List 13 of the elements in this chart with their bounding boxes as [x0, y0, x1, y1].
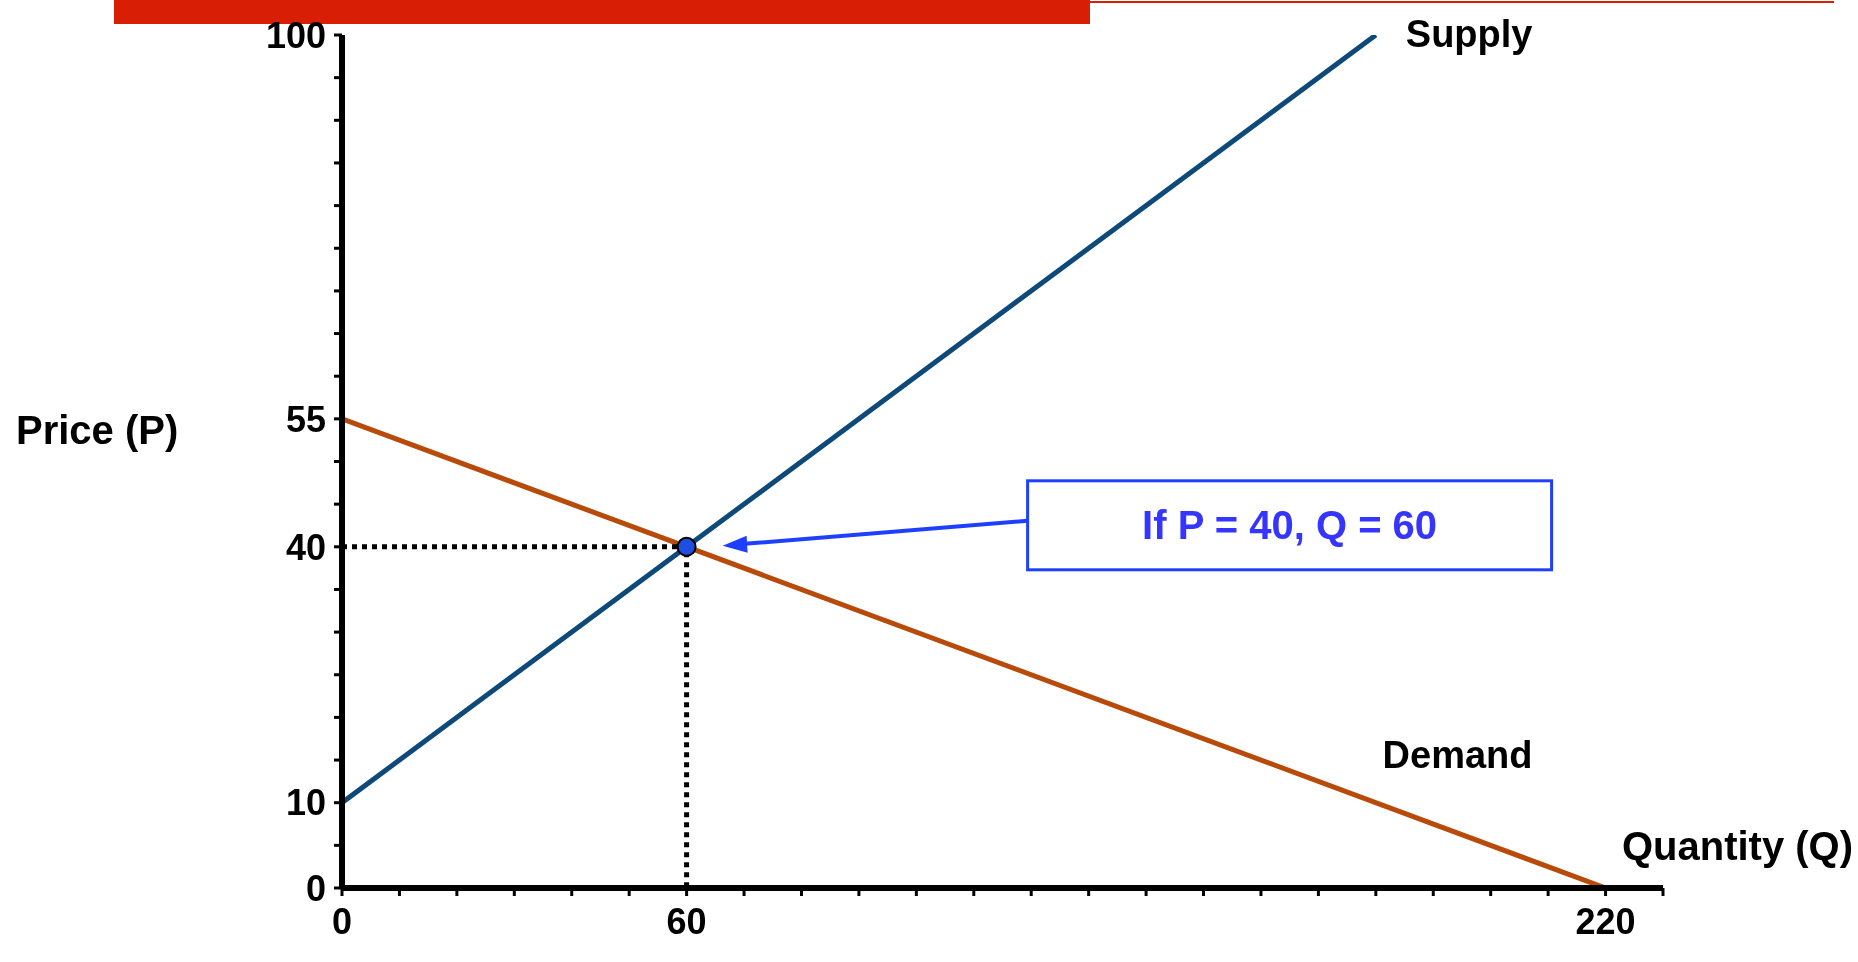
x-axis-title: Quantity (Q) [1621, 824, 1853, 868]
annotation: If P = 40, Q = 60 [1142, 502, 1438, 547]
y-axis-title: Price (P) [16, 408, 179, 453]
y-tick-label: 10 [285, 782, 326, 824]
y-tick-label: 55 [285, 398, 326, 440]
y-tick-label: 40 [285, 526, 326, 568]
x-tick-label: 220 [1575, 900, 1636, 942]
y-tick-label: 0 [305, 867, 326, 909]
x-tick-label: 0 [331, 900, 353, 942]
series-label: Supply [1405, 13, 1533, 55]
series-label: Demand [1382, 734, 1533, 776]
x-tick-label: 60 [666, 900, 707, 942]
y-tick-label: 100 [265, 14, 326, 56]
